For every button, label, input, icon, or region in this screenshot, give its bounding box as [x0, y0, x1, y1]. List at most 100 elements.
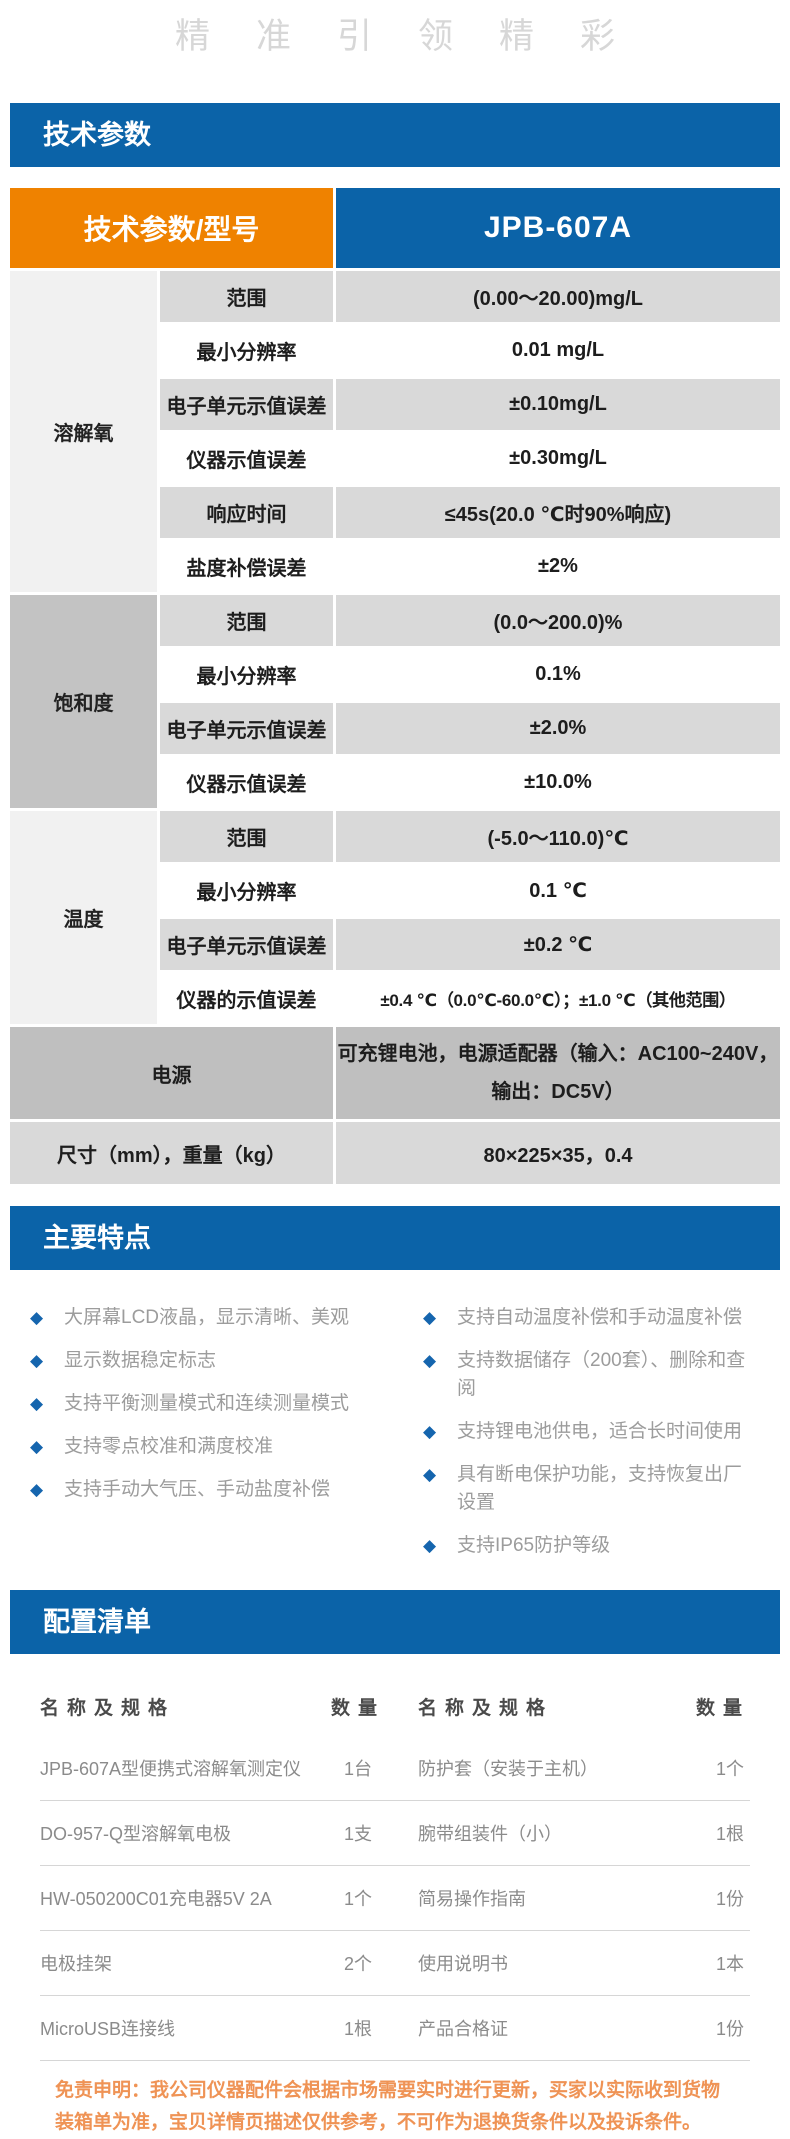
spec-param-label: 电子单元示值误差 [160, 703, 333, 754]
config-item-qty: 1份 [715, 1889, 744, 1909]
feature-item: ◆ 支持平衡测量模式和连续测量模式 [30, 1390, 395, 1418]
config-row: DO-957-Q型溶解氧电极 1支 腕带组装件（小） 1根 [40, 1801, 750, 1866]
config-header-name-left: 名称及规格 [40, 1697, 176, 1719]
config-item-name: 电极挂架 [40, 1954, 112, 1974]
config-item-name: HW-050200C01充电器5V 2A [40, 1889, 272, 1909]
config-item-name: 防护套（安装于主机） [418, 1759, 598, 1779]
spec-param-label: 最小分辨率 [160, 649, 333, 700]
config-item-qty: 1台 [343, 1759, 372, 1779]
spec-group-label: 饱和度 [10, 595, 157, 808]
spec-value: ±0.10mg/L [336, 379, 780, 430]
feature-item: ◆ 支持数据储存（200套）、删除和查阅 [423, 1347, 760, 1403]
feature-item: ◆ 具有断电保护功能，支持恢复出厂设置 [423, 1461, 760, 1517]
spec-value: ±0.2 ℃ [336, 919, 780, 970]
feature-text: 支持IP65防护等级 [457, 1535, 611, 1556]
diamond-bullet-icon: ◆ [30, 1437, 44, 1456]
spec-row: 响应时间 ≤45s(20.0 ℃时90%响应) [160, 487, 780, 538]
config-item-name: JPB-607A型便携式溶解氧测定仪 [40, 1759, 302, 1779]
diamond-bullet-icon: ◆ [423, 1536, 437, 1555]
spec-group-dissolved-oxygen: 溶解氧 范围 (0.00～20.00)mg/L 最小分辨率 0.01 mg/L … [10, 271, 780, 592]
spec-header-model: JPB-607A [336, 188, 780, 268]
spec-param-label: 仪器示值误差 [160, 433, 333, 484]
spec-value: 0.1 ℃ [336, 865, 780, 916]
spec-header-param-model: 技术参数/型号 [10, 188, 333, 268]
config-header-qty-right: 数量 [695, 1697, 750, 1719]
features-column-right: ◆ 支持自动温度补偿和手动温度补偿 ◆ 支持数据储存（200套）、删除和查阅 ◆… [395, 1304, 760, 1560]
spec-value: ≤45s(20.0 ℃时90%响应) [336, 487, 780, 538]
spec-param-label: 最小分辨率 [160, 865, 333, 916]
feature-text: 支持自动温度补偿和手动温度补偿 [457, 1307, 743, 1328]
section-title-specs: 技术参数 [10, 103, 780, 167]
diamond-bullet-icon: ◆ [423, 1308, 437, 1327]
feature-item: ◆ 大屏幕LCD液晶，显示清晰、美观 [30, 1304, 395, 1332]
feature-text: 具有断电保护功能，支持恢复出厂设置 [457, 1464, 743, 1513]
config-row: 电极挂架 2个 使用说明书 1本 [40, 1931, 750, 1996]
config-header-row: 名称及规格 数量 名称及规格 数量 [40, 1676, 750, 1736]
feature-text: 支持锂电池供电，适合长时间使用 [457, 1421, 743, 1442]
spec-value: ±0.4 ℃（0.0℃-60.0℃）；±1.0 ℃（其他范围） [336, 973, 780, 1024]
spec-group-saturation: 饱和度 范围 (0.0～200.0)% 最小分辨率 0.1% 电子单元示值误差 … [10, 595, 780, 808]
spec-row: 范围 (0.00～20.00)mg/L [160, 271, 780, 322]
spec-param-label: 仪器的示值误差 [160, 973, 333, 1024]
spec-param-label: 仪器示值误差 [160, 757, 333, 808]
spec-row: 最小分辨率 0.01 mg/L [160, 325, 780, 376]
config-list-table: 名称及规格 数量 名称及规格 数量 JPB-607A型便携式溶解氧测定仪 1台 … [40, 1676, 750, 2061]
feature-item: ◆ 支持手动大气压、手动盐度补偿 [30, 1476, 395, 1504]
config-row: MicroUSB连接线 1根 产品合格证 1份 [40, 1996, 750, 2061]
features-column-left: ◆ 大屏幕LCD液晶，显示清晰、美观 ◆ 显示数据稳定标志 ◆ 支持平衡测量模式… [30, 1304, 395, 1560]
config-item-name: 使用说明书 [418, 1954, 508, 1974]
spec-param-label: 最小分辨率 [160, 325, 333, 376]
config-item-qty: 1份 [715, 2019, 744, 2039]
config-item-name: 简易操作指南 [418, 1889, 526, 1909]
spec-value: (0.00～20.00)mg/L [336, 271, 780, 322]
spec-param-label: 电子单元示值误差 [160, 379, 333, 430]
config-item-qty: 1根 [715, 1824, 744, 1844]
spec-group-temperature: 温度 范围 (-5.0～110.0)℃ 最小分辨率 0.1 ℃ 电子单元示值误差… [10, 811, 780, 1024]
config-header-name-right: 名称及规格 [418, 1697, 554, 1719]
feature-text: 大屏幕LCD液晶，显示清晰、美观 [64, 1307, 350, 1328]
spec-value: ±2% [336, 541, 780, 592]
spec-row: 最小分辨率 0.1 ℃ [160, 865, 780, 916]
spec-value: ±2.0% [336, 703, 780, 754]
feature-text: 支持数据储存（200套）、删除和查阅 [457, 1350, 746, 1399]
spec-param-label: 范围 [160, 271, 333, 322]
disclaimer-text: 免责申明：我公司仪器配件会根据市场需要实时进行更新，买家以实际收到货物装箱单为准… [55, 2080, 721, 2133]
diamond-bullet-icon: ◆ [423, 1422, 437, 1441]
config-item-qty: 1本 [715, 1954, 744, 1974]
spec-value: ±0.30mg/L [336, 433, 780, 484]
spec-value: 0.1% [336, 649, 780, 700]
spec-group-label: 溶解氧 [10, 271, 157, 592]
spec-size-weight-row: 尺寸（mm），重量（kg） 80×225×35，0.4 [10, 1122, 780, 1184]
spec-value: (-5.0～110.0)℃ [336, 811, 780, 862]
spec-value: (0.0～200.0)% [336, 595, 780, 646]
diamond-bullet-icon: ◆ [423, 1351, 437, 1370]
config-item-name: DO-957-Q型溶解氧电极 [40, 1824, 232, 1844]
spec-table-header: 技术参数/型号 JPB-607A [10, 188, 780, 268]
feature-text: 支持零点校准和满度校准 [64, 1436, 274, 1457]
spec-param-label: 电子单元示值误差 [160, 919, 333, 970]
spec-row: 盐度补偿误差 ±2% [160, 541, 780, 592]
diamond-bullet-icon: ◆ [30, 1394, 44, 1413]
config-item-qty: 2个 [343, 1954, 372, 1974]
feature-text: 显示数据稳定标志 [64, 1350, 217, 1371]
spec-value: ±10.0% [336, 757, 780, 808]
config-item-qty: 1支 [343, 1824, 372, 1844]
spec-power-row: 电源 可充锂电池，电源适配器（输入：AC100~240V， 输出：DC5V） [10, 1027, 780, 1119]
config-item-name: 腕带组装件（小） [418, 1824, 562, 1844]
spec-table: 技术参数/型号 JPB-607A 溶解氧 范围 (0.00～20.00)mg/L… [10, 188, 780, 1184]
feature-text: 支持平衡测量模式和连续测量模式 [64, 1393, 350, 1414]
feature-item: ◆ 支持锂电池供电，适合长时间使用 [423, 1418, 760, 1446]
spec-param-label: 电源 [10, 1027, 333, 1119]
section-title-features: 主要特点 [10, 1206, 780, 1270]
spec-row: 电子单元示值误差 ±2.0% [160, 703, 780, 754]
config-item-qty: 1根 [343, 2019, 372, 2039]
diamond-bullet-icon: ◆ [423, 1465, 437, 1484]
features-section: ◆ 大屏幕LCD液晶，显示清晰、美观 ◆ 显示数据稳定标志 ◆ 支持平衡测量模式… [30, 1304, 760, 1560]
config-item-name: 产品合格证 [418, 2019, 508, 2039]
spec-row: 仪器的示值误差 ±0.4 ℃（0.0℃-60.0℃）；±1.0 ℃（其他范围） [160, 973, 780, 1024]
config-row: HW-050200C01充电器5V 2A 1个 简易操作指南 1份 [40, 1866, 750, 1931]
watermark-text: 精准引领精彩 [174, 17, 661, 56]
spec-value: 0.01 mg/L [336, 325, 780, 376]
spec-group-label: 温度 [10, 811, 157, 1024]
feature-item: ◆ 支持零点校准和满度校准 [30, 1433, 395, 1461]
